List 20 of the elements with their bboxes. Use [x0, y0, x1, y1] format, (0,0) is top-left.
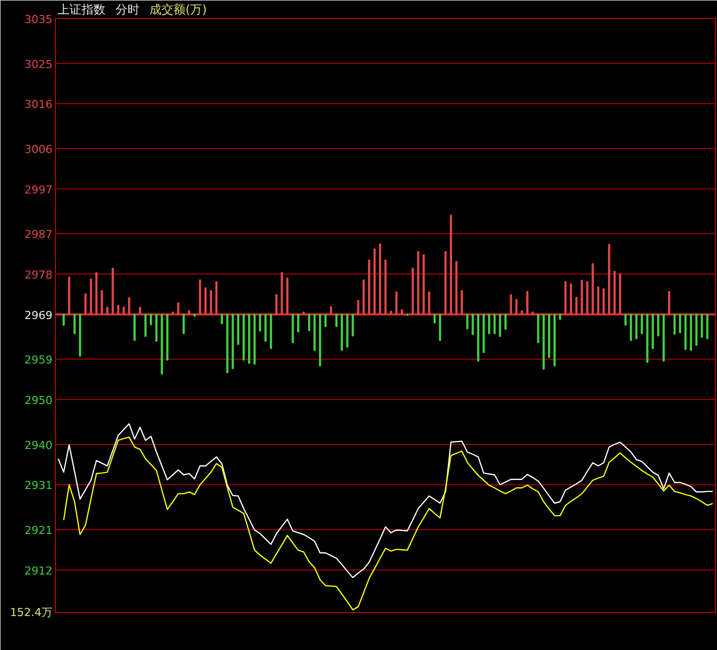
y-tick-label: 2987: [24, 228, 53, 242]
y-tick-label: 2912: [24, 564, 53, 578]
y-tick-label: 2959: [24, 354, 53, 367]
y-tick-label: 3025: [24, 58, 53, 71]
text: 成交额(万): [150, 2, 207, 16]
y-tick-label: 2978: [24, 268, 53, 282]
y-tick-label: 2997: [24, 183, 53, 196]
y-tick-label: 3035: [24, 13, 53, 26]
y-tick-label: 2950: [24, 394, 53, 408]
y-tick-label: 2940: [24, 438, 53, 452]
chart-subtitle: 分时: [116, 2, 140, 16]
line-series: [58, 423, 714, 578]
y-tick-label: 2969: [24, 308, 53, 322]
line-series: [63, 436, 714, 610]
y-tick-label: 3016: [24, 98, 53, 112]
y-tick-label: 2931: [24, 479, 53, 492]
y-tick-label: 2921: [24, 524, 53, 538]
text: 152.4万: [10, 606, 53, 619]
chart-title: 上证指数: [58, 2, 106, 16]
y-tick-label: 3006: [24, 143, 53, 156]
